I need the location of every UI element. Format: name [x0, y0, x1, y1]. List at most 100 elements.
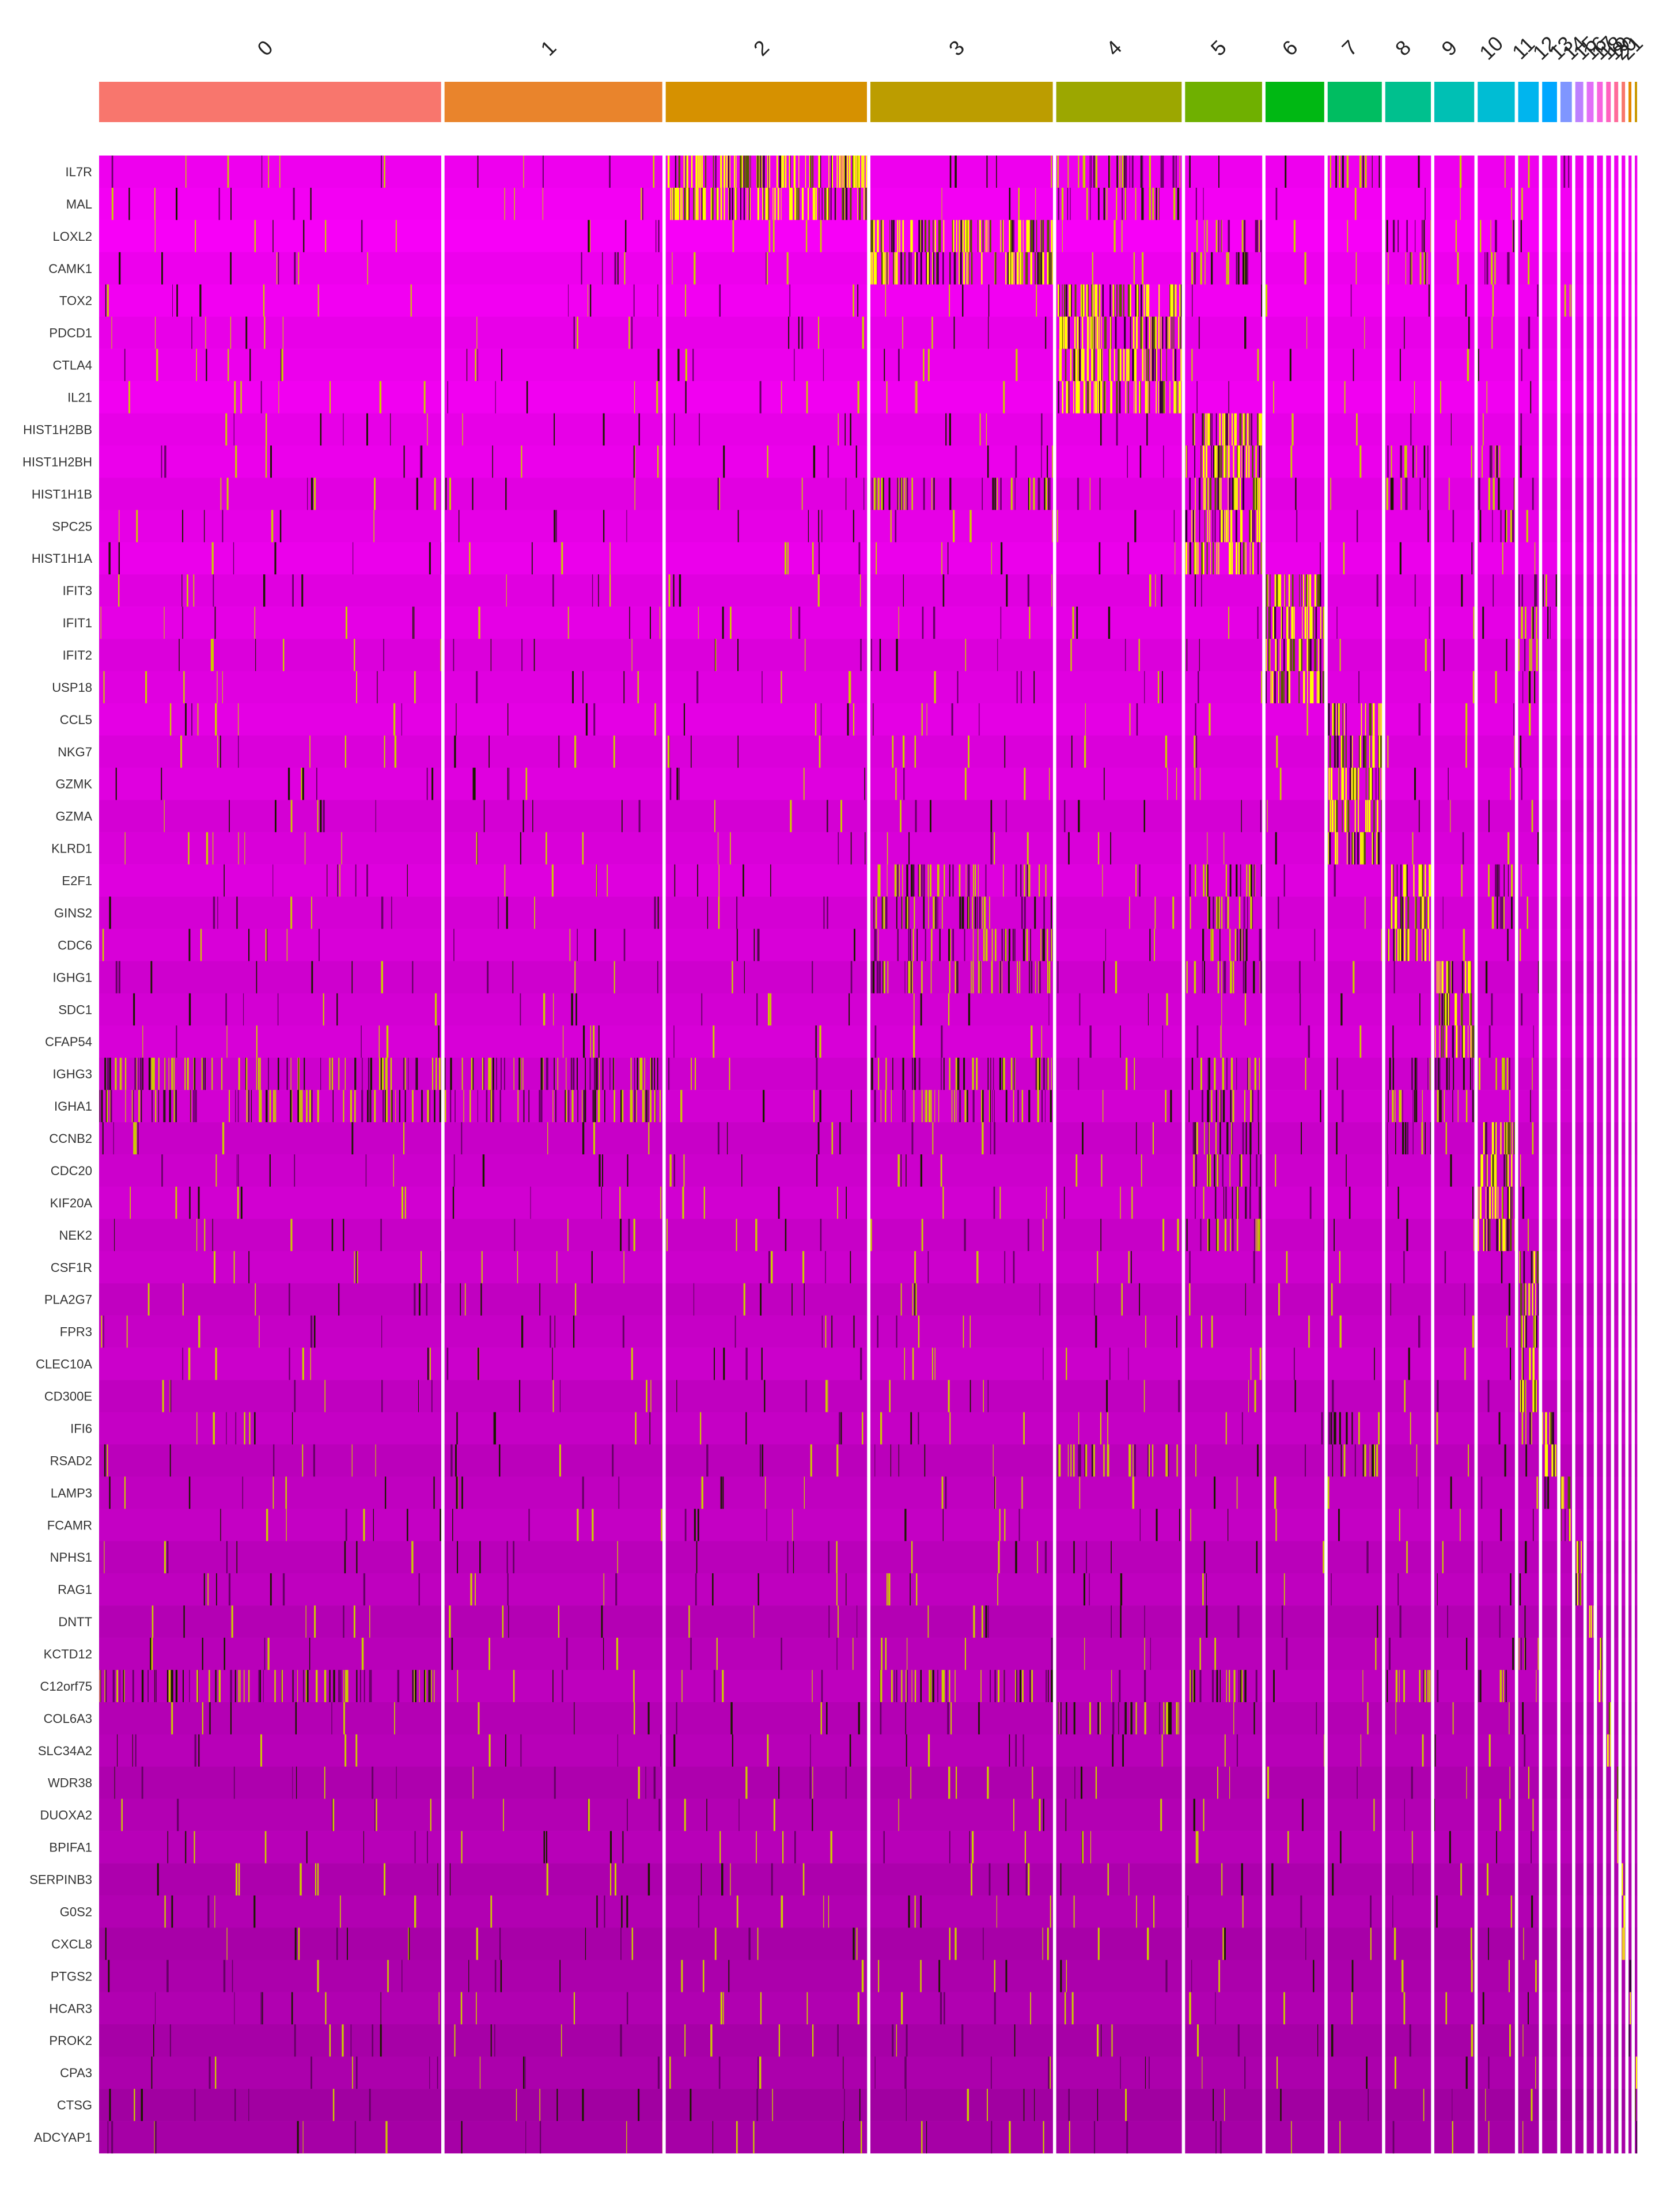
heat-cell-10-HIST1H2BB [1478, 413, 1515, 446]
expression-stripe [798, 156, 800, 188]
expression-stripe [1009, 252, 1011, 285]
expression-stripe [1260, 1186, 1262, 1219]
expression-stripe [1236, 1218, 1238, 1252]
heat-cell-8-IL21 [1385, 381, 1431, 414]
expression-stripe [486, 1090, 488, 1123]
expression-stripe [251, 1090, 252, 1123]
expression-stripe [930, 1090, 932, 1123]
expression-stripe [874, 1444, 876, 1477]
heat-cell-2-CCL5 [665, 703, 868, 736]
heat-cell-7-CD300E [1327, 1380, 1382, 1412]
heat-cell-18-RSAD2 [1614, 1444, 1619, 1477]
expression-stripe [1189, 1283, 1191, 1316]
expression-stripe [1202, 929, 1205, 961]
expression-stripe [363, 1573, 366, 1606]
expression-stripe [1255, 1669, 1257, 1703]
expression-stripe [1430, 671, 1431, 704]
expression-stripe [698, 156, 700, 188]
expression-stripe [367, 252, 368, 285]
expression-stripe [1521, 1347, 1524, 1380]
expression-stripe [1357, 832, 1359, 865]
heat-cell-9-CDC20 [1434, 1154, 1475, 1187]
expression-stripe [154, 316, 156, 349]
expression-stripe [1106, 1380, 1108, 1412]
expression-stripe [1228, 445, 1230, 478]
expression-stripe [993, 1058, 994, 1090]
expression-stripe [196, 349, 197, 381]
expression-stripe [1563, 156, 1565, 188]
expression-stripe [1423, 1669, 1425, 1703]
heat-cell-13-CCNB2 [1560, 1122, 1572, 1155]
expression-stripe [1006, 574, 1008, 607]
expression-stripe [1136, 703, 1138, 736]
heat-cell-0-IFIT1 [99, 607, 441, 639]
expression-stripe [1336, 1122, 1338, 1155]
heat-cell-21-GZMK [1635, 767, 1638, 801]
expression-stripe [156, 349, 158, 381]
heat-cell-11-IGHG1 [1518, 961, 1539, 994]
expression-stripe [513, 1669, 515, 1703]
expression-stripe [1017, 961, 1018, 994]
expression-stripe [1521, 607, 1523, 639]
expression-stripe [776, 156, 778, 188]
heat-cell-6-PLA2G7 [1265, 1283, 1325, 1316]
heat-cell-18-HIST1H1B [1614, 478, 1619, 510]
heat-cell-19-GINS2 [1622, 896, 1626, 929]
expression-stripe [914, 1251, 916, 1284]
expression-stripe [1205, 252, 1206, 285]
expression-stripe [668, 1058, 670, 1090]
expression-stripe [1343, 767, 1344, 801]
expression-stripe [1406, 864, 1408, 897]
expression-stripe [850, 187, 852, 221]
expression-stripe [1372, 832, 1374, 865]
expression-stripe [310, 187, 312, 221]
expression-stripe [865, 156, 867, 188]
expression-stripe [836, 156, 838, 188]
expression-stripe [823, 896, 825, 929]
expression-stripe [1275, 187, 1278, 221]
expression-stripe [1232, 478, 1233, 510]
expression-stripe [724, 156, 726, 188]
expression-stripe [1245, 1283, 1246, 1316]
expression-stripe [1521, 349, 1522, 381]
expression-stripe [1234, 929, 1237, 961]
expression-stripe [1156, 187, 1157, 221]
expression-stripe [1252, 510, 1254, 543]
expression-stripe [499, 1444, 501, 1477]
expression-stripe [1461, 961, 1464, 994]
heat-cell-11-HIST1H1A [1518, 542, 1539, 575]
heat-cell-5-GZMK [1185, 767, 1263, 801]
heat-cell-16-MAL [1597, 187, 1603, 221]
expression-stripe [1119, 284, 1122, 317]
expression-stripe [1338, 703, 1340, 736]
heat-cell-1-DNTT [444, 1605, 662, 1638]
heat-cell-14-GZMA [1575, 800, 1584, 832]
expression-stripe [1245, 252, 1247, 285]
expression-stripe [439, 1058, 441, 1090]
expression-stripe [1286, 607, 1289, 639]
heat-cell-20-CAMK1 [1628, 252, 1632, 285]
heat-cell-19-CCL5 [1622, 703, 1626, 736]
heat-cell-6-CCL5 [1265, 703, 1325, 736]
expression-stripe [1005, 252, 1007, 285]
expression-stripe [1074, 316, 1076, 349]
expression-stripe [753, 1605, 755, 1638]
expression-stripe [964, 219, 967, 253]
expression-stripe [1216, 1669, 1218, 1703]
expression-stripe [306, 1669, 309, 1703]
expression-stripe [897, 929, 899, 961]
heat-cell-5-C12orf75 [1185, 1669, 1263, 1703]
heat-cell-14-HIST1H2BH [1575, 445, 1584, 478]
expression-stripe [602, 1058, 604, 1090]
heat-cell-2-KIF20A [665, 1186, 868, 1219]
expression-stripe [1195, 1186, 1196, 1219]
expression-stripe [1407, 929, 1410, 961]
expression-stripe [1035, 187, 1036, 221]
expression-stripe [1084, 735, 1086, 768]
heat-cell-7-CSF1R [1327, 1251, 1382, 1284]
expression-stripe [226, 1541, 228, 1574]
heat-cell-13-TOX2 [1560, 284, 1572, 317]
heat-cell-21-IL7R [1635, 156, 1638, 188]
heat-cell-13-HIST1H2BH [1560, 445, 1572, 478]
heat-cell-17-CAMK1 [1606, 252, 1611, 285]
